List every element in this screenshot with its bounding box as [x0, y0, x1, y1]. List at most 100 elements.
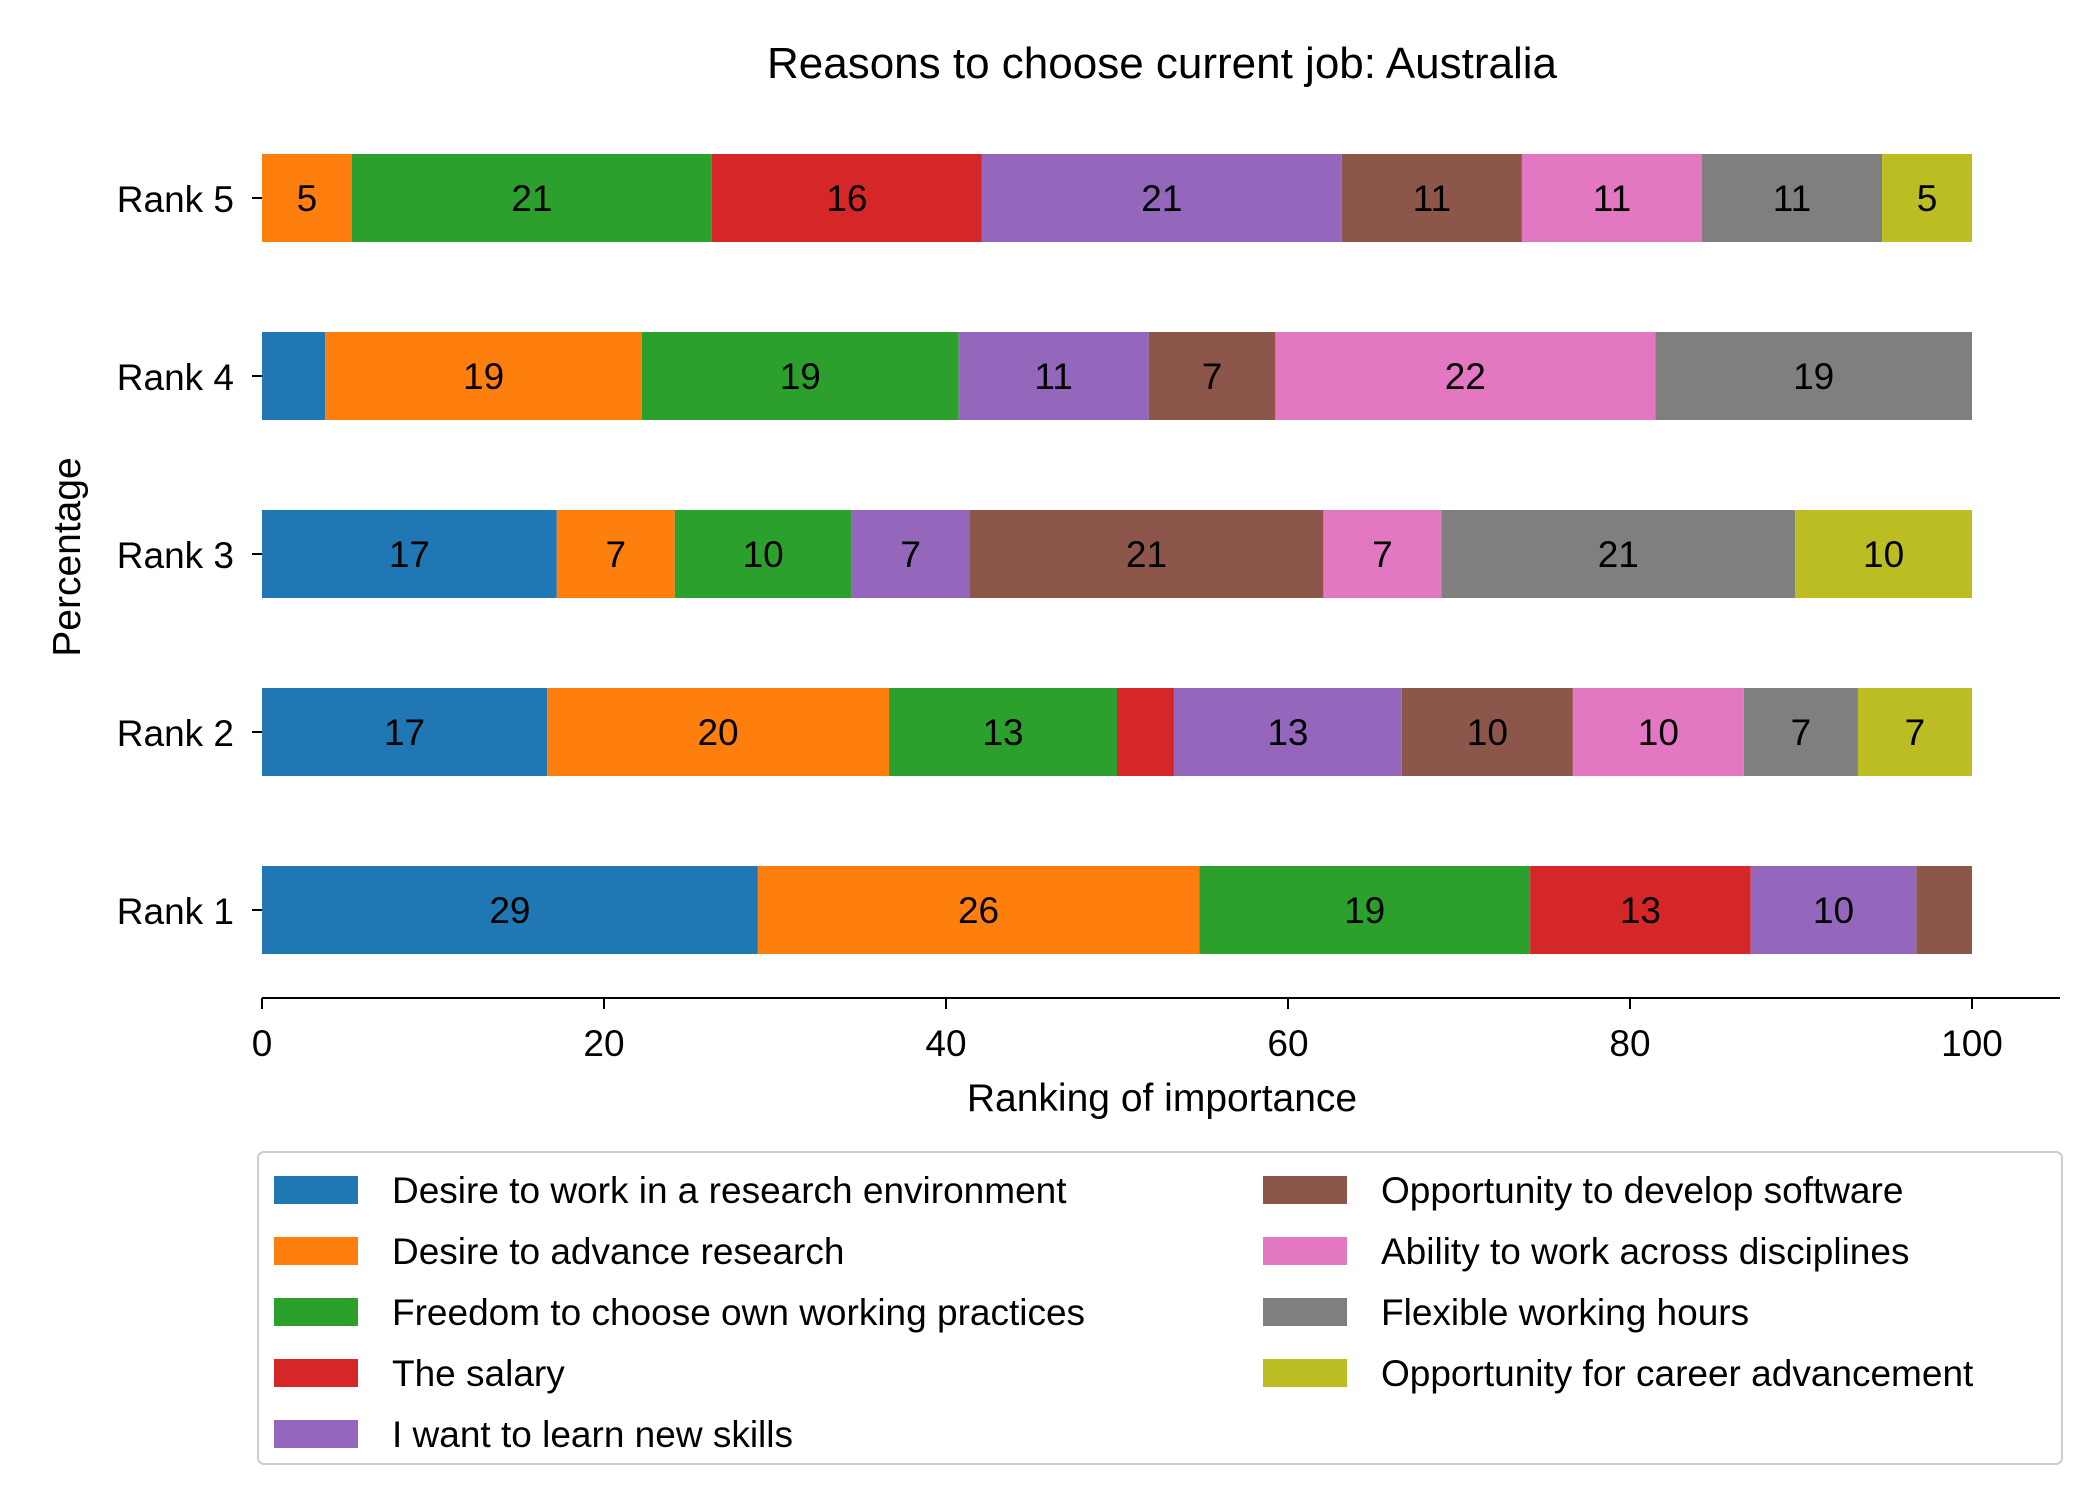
bar-value-label: 21 [511, 178, 552, 219]
y-tick-label: Rank 2 [117, 713, 234, 754]
bar-value-label: 19 [1793, 356, 1834, 397]
bar-value-label: 19 [780, 356, 821, 397]
bar-segment [325, 332, 642, 420]
chart-title: Reasons to choose current job: Australia [767, 39, 1558, 88]
bar-value-label: 7 [1202, 356, 1223, 397]
legend-label: Ability to work across disciplines [1381, 1231, 1909, 1272]
y-axis: Rank 1 Rank 2 Rank 3 Rank 4 Rank 5 [117, 179, 262, 932]
bar-segment [262, 332, 326, 420]
bar-value-label: 10 [743, 534, 784, 575]
bar-segment [556, 510, 675, 598]
y-tick-label: Rank 1 [117, 891, 234, 932]
bar-segment [1795, 510, 1972, 598]
x-tick-label: 0 [252, 1023, 273, 1064]
x-tick-label: 60 [1267, 1023, 1308, 1064]
legend-swatch [274, 1420, 358, 1448]
bar-segment [1323, 510, 1442, 598]
legend-swatch [274, 1359, 358, 1387]
x-axis: 0 20 40 60 80 100 [252, 997, 2060, 1064]
bar-value-label: 7 [1905, 712, 1926, 753]
bar-segment [1882, 154, 1972, 242]
y-tick-label: Rank 4 [117, 357, 234, 398]
bar-segment [1521, 154, 1702, 242]
bar-segment [1401, 688, 1573, 776]
bar-segment [1441, 510, 1796, 598]
legend-swatch [274, 1298, 358, 1326]
bar-segment [351, 154, 712, 242]
bar-segment [1117, 688, 1174, 776]
legend-label: Freedom to choose own working practices [392, 1292, 1085, 1333]
bars-group [262, 154, 1972, 954]
y-tick-label: Rank 3 [117, 535, 234, 576]
legend-swatch [1263, 1298, 1347, 1326]
bar-segment [851, 510, 970, 598]
legend-swatch [1263, 1237, 1347, 1265]
bar-value-label: 11 [1034, 356, 1072, 397]
bar-segment [1173, 688, 1402, 776]
bar-segment [262, 688, 548, 776]
bar-segment [1275, 332, 1656, 420]
bar-segment [641, 332, 959, 420]
legend-swatch [274, 1237, 358, 1265]
bar-value-label: 13 [982, 712, 1023, 753]
bar-segment [1572, 688, 1744, 776]
bar-value-label: 19 [463, 356, 504, 397]
bar-segment [1701, 154, 1883, 242]
bar-segment [1743, 688, 1858, 776]
bar-value-label: 10 [1638, 712, 1679, 753]
bar-segment [674, 510, 852, 598]
bar-segment [958, 332, 1149, 420]
legend-swatch [274, 1176, 358, 1204]
legend-label: Flexible working hours [1381, 1292, 1749, 1333]
bar-segment [711, 154, 982, 242]
bar-value-label: 16 [826, 178, 867, 219]
bar-segment [757, 866, 1200, 954]
bar-segment [1655, 332, 1972, 420]
legend-label: Desire to work in a research environment [392, 1170, 1067, 1211]
bar-segment [889, 688, 1117, 776]
bar-segment [262, 154, 352, 242]
x-tick-label: 40 [925, 1023, 966, 1064]
bar-value-label: 11 [1413, 178, 1451, 219]
bar-value-label: 11 [1593, 178, 1631, 219]
bar-value-label: 5 [297, 178, 318, 219]
bar-value-label: 13 [1267, 712, 1308, 753]
bar-value-label: 10 [1863, 534, 1904, 575]
x-tick-label: 100 [1941, 1023, 2003, 1064]
legend-label: Opportunity for career advancement [1381, 1353, 1974, 1394]
bar-segment [262, 866, 758, 954]
bar-value-label: 21 [1598, 534, 1639, 575]
bar-value-label: 7 [606, 534, 627, 575]
bar-segment [1750, 866, 1917, 954]
x-tick-label: 20 [583, 1023, 624, 1064]
bar-value-label: 5 [1917, 178, 1938, 219]
bar-value-label: 17 [389, 534, 430, 575]
legend-label: The salary [392, 1353, 565, 1394]
bar-value-label: 11 [1773, 178, 1811, 219]
bar-value-label: 26 [958, 890, 999, 931]
bar-segment [1199, 866, 1531, 954]
bar-segment [1148, 332, 1276, 420]
bar-segment [969, 510, 1324, 598]
x-axis-label: Ranking of importance [967, 1077, 1357, 1120]
bar-value-label: 21 [1126, 534, 1167, 575]
x-tick-label: 80 [1609, 1023, 1650, 1064]
bar-value-label: 10 [1813, 890, 1854, 931]
y-tick-label: Rank 5 [117, 179, 234, 220]
legend-swatch [1263, 1359, 1347, 1387]
bar-value-label: 22 [1445, 356, 1486, 397]
data-labels-group: 29 26 19 13 10 17 20 13 13 10 10 7 7 17 7 10 7 21 7 21 10 19 1… [297, 178, 1938, 931]
bar-segment [1341, 154, 1522, 242]
bar-value-label: 29 [489, 890, 530, 931]
bar-value-label: 13 [1620, 890, 1661, 931]
bar-segment [1857, 688, 1972, 776]
legend-label: Desire to advance research [392, 1231, 844, 1272]
legend-label: Opportunity to develop software [1381, 1170, 1903, 1211]
bar-value-label: 19 [1344, 890, 1385, 931]
bar-value-label: 7 [900, 534, 921, 575]
legend-label: I want to learn new skills [392, 1414, 793, 1455]
bar-segment [1916, 866, 1972, 954]
bar-value-label: 21 [1141, 178, 1182, 219]
legend-frame [257, 1151, 2063, 1465]
